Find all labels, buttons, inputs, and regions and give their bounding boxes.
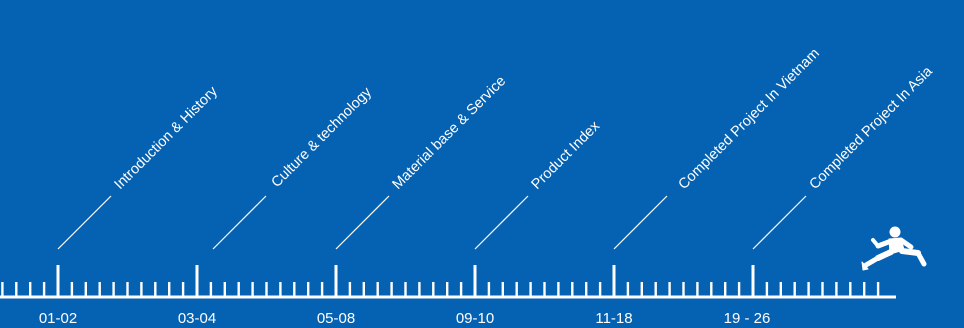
section-title: Completed Project In Asia [807,63,937,193]
leader-line [335,195,390,250]
section-marker[interactable]: Culture & technology 03-04 [178,84,376,327]
section-page-range: 03-04 [178,310,216,327]
timeline-minor-ticks [1,282,880,297]
leader-line [752,195,807,250]
section-title: Culture & technology [269,84,376,191]
section-page-range: 11-18 [595,310,632,327]
section-title: Material base & Service [390,73,510,193]
section-marker[interactable]: Completed Project In Vietnam 11-18 [595,45,822,327]
section-page-range: 01-02 [39,310,77,327]
section-title: Completed Project In Vietnam [676,45,823,192]
leader-line [613,195,668,250]
section-title: Introduction & History [112,83,222,193]
section-marker[interactable]: Introduction & History 01-02 [39,83,222,327]
leader-line [212,195,267,250]
section-title: Product Index [529,118,604,193]
leader-line [474,195,529,250]
section-page-range: 05-08 [317,310,355,327]
section-page-range: 09-10 [456,310,494,327]
section-page-range: 19 - 26 [724,310,771,327]
runner-jumping-icon [861,226,927,271]
leader-line [57,195,112,250]
